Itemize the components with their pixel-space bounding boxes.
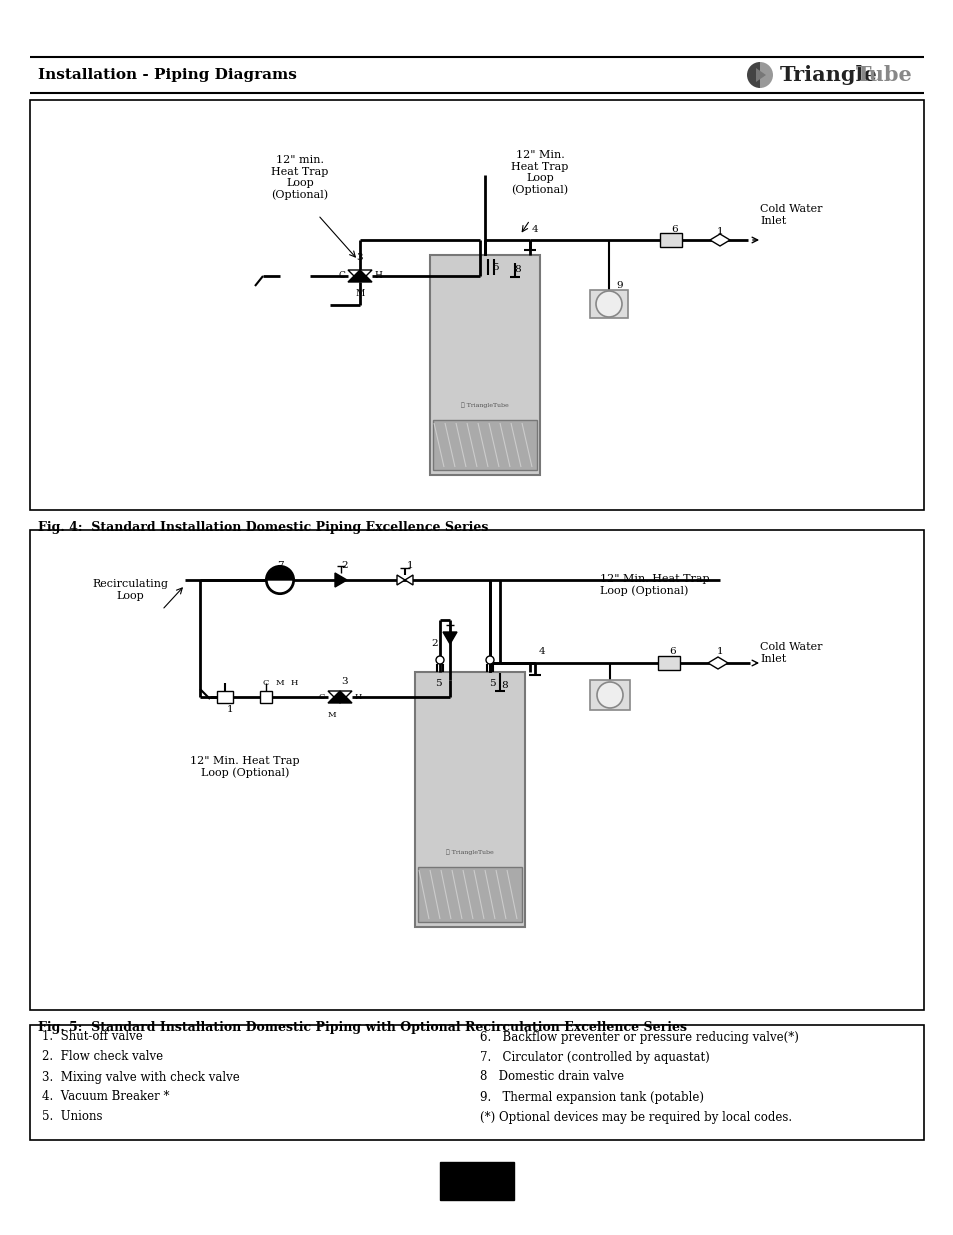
Text: 4.  Vacuum Breaker *: 4. Vacuum Breaker * <box>42 1091 170 1104</box>
Bar <box>589 290 627 317</box>
Bar <box>439 1162 514 1200</box>
Text: 9: 9 <box>470 1172 483 1191</box>
Text: C: C <box>318 693 325 701</box>
Polygon shape <box>396 576 405 585</box>
Text: 1: 1 <box>716 227 722 236</box>
Text: 12" Min. Heat Trap
Loop (Optional): 12" Min. Heat Trap Loop (Optional) <box>190 756 299 778</box>
Text: 4: 4 <box>538 646 545 656</box>
Text: 4: 4 <box>531 226 537 235</box>
Text: 12" Min. Heat Trap
Loop (Optional): 12" Min. Heat Trap Loop (Optional) <box>599 574 709 597</box>
Bar <box>30 530 923 1010</box>
Polygon shape <box>328 692 352 703</box>
Polygon shape <box>348 270 372 282</box>
Bar <box>216 692 233 703</box>
Polygon shape <box>442 632 456 643</box>
Text: (*) Optional devices may be required by local codes.: (*) Optional devices may be required by … <box>479 1110 791 1124</box>
Bar <box>433 420 537 471</box>
Text: M: M <box>355 289 364 299</box>
Circle shape <box>436 656 443 664</box>
Text: 8: 8 <box>501 680 508 689</box>
Text: 5: 5 <box>488 679 495 688</box>
Text: 8   Domestic drain valve: 8 Domestic drain valve <box>479 1071 623 1083</box>
Text: 6: 6 <box>669 646 676 656</box>
Text: 3: 3 <box>341 678 348 687</box>
Bar <box>30 100 923 510</box>
Text: ❶ TriangleTube: ❶ TriangleTube <box>446 850 494 855</box>
Bar <box>658 656 679 671</box>
Text: 5: 5 <box>435 679 441 688</box>
Text: Recirculating
Loop: Recirculating Loop <box>91 579 168 600</box>
Text: Triangle: Triangle <box>780 65 877 85</box>
Wedge shape <box>267 567 293 580</box>
Text: >: > <box>667 236 674 245</box>
Bar <box>30 1025 923 1140</box>
Bar <box>260 692 272 703</box>
Text: 5: 5 <box>491 263 497 272</box>
Wedge shape <box>746 62 760 88</box>
Polygon shape <box>709 233 729 246</box>
Text: Fig. 4:  Standard Installation Domestic Piping Excellence Series: Fig. 4: Standard Installation Domestic P… <box>38 521 488 535</box>
Circle shape <box>266 566 294 594</box>
Text: ❶ TriangleTube: ❶ TriangleTube <box>460 403 508 408</box>
Text: H: H <box>290 679 297 687</box>
Text: Installation - Piping Diagrams: Installation - Piping Diagrams <box>38 68 296 82</box>
Polygon shape <box>707 657 727 669</box>
Bar <box>659 233 681 247</box>
Wedge shape <box>760 62 772 88</box>
Text: Cold Water
Inlet: Cold Water Inlet <box>760 642 821 663</box>
Text: Tube: Tube <box>855 65 912 85</box>
Polygon shape <box>755 68 765 82</box>
Text: >: > <box>665 659 672 667</box>
Text: 5.  Unions: 5. Unions <box>42 1110 102 1124</box>
Bar <box>430 254 539 475</box>
Text: 3.  Mixing valve with check valve: 3. Mixing valve with check valve <box>42 1071 239 1083</box>
Text: M: M <box>327 711 336 719</box>
Circle shape <box>485 656 494 664</box>
Bar <box>415 672 524 927</box>
Text: 2: 2 <box>341 561 348 569</box>
Text: 9: 9 <box>616 280 622 289</box>
Text: C: C <box>338 272 345 280</box>
Text: 12" min.
Heat Trap
Loop
(Optional): 12" min. Heat Trap Loop (Optional) <box>271 156 329 200</box>
Text: Cold Water
Inlet: Cold Water Inlet <box>760 204 821 226</box>
Text: 1: 1 <box>716 646 722 656</box>
Text: 2: 2 <box>432 638 437 647</box>
Text: 1: 1 <box>227 704 233 714</box>
Text: 12" Min.
Heat Trap
Loop
(Optional): 12" Min. Heat Trap Loop (Optional) <box>511 149 568 195</box>
Polygon shape <box>348 270 372 282</box>
Circle shape <box>597 682 622 708</box>
Polygon shape <box>335 573 347 587</box>
Text: 9.   Thermal expansion tank (potable): 9. Thermal expansion tank (potable) <box>479 1091 703 1104</box>
Polygon shape <box>328 692 352 703</box>
Text: H: H <box>374 272 381 280</box>
Text: H: H <box>354 693 361 701</box>
Bar <box>589 680 629 710</box>
Bar <box>417 867 521 923</box>
Text: 3: 3 <box>356 253 363 263</box>
Text: 8: 8 <box>515 266 520 274</box>
Text: 9: 9 <box>613 699 619 708</box>
Text: 7.   Circulator (controlled by aquastat): 7. Circulator (controlled by aquastat) <box>479 1051 709 1063</box>
Text: 7: 7 <box>276 561 283 569</box>
Circle shape <box>596 291 621 317</box>
Text: M: M <box>275 679 284 687</box>
Text: 6: 6 <box>671 226 678 235</box>
Text: 2.  Flow check valve: 2. Flow check valve <box>42 1051 163 1063</box>
Wedge shape <box>267 580 293 593</box>
Text: 6.   Backflow preventer or pressure reducing valve(*): 6. Backflow preventer or pressure reduci… <box>479 1030 798 1044</box>
Text: 1: 1 <box>406 561 413 569</box>
Text: 1.  Shut-off valve: 1. Shut-off valve <box>42 1030 143 1044</box>
Text: C: C <box>262 679 269 687</box>
Polygon shape <box>405 576 413 585</box>
Text: Fig. 5:  Standard Installation Domestic Piping with Optional Recirculation Excel: Fig. 5: Standard Installation Domestic P… <box>38 1021 686 1035</box>
